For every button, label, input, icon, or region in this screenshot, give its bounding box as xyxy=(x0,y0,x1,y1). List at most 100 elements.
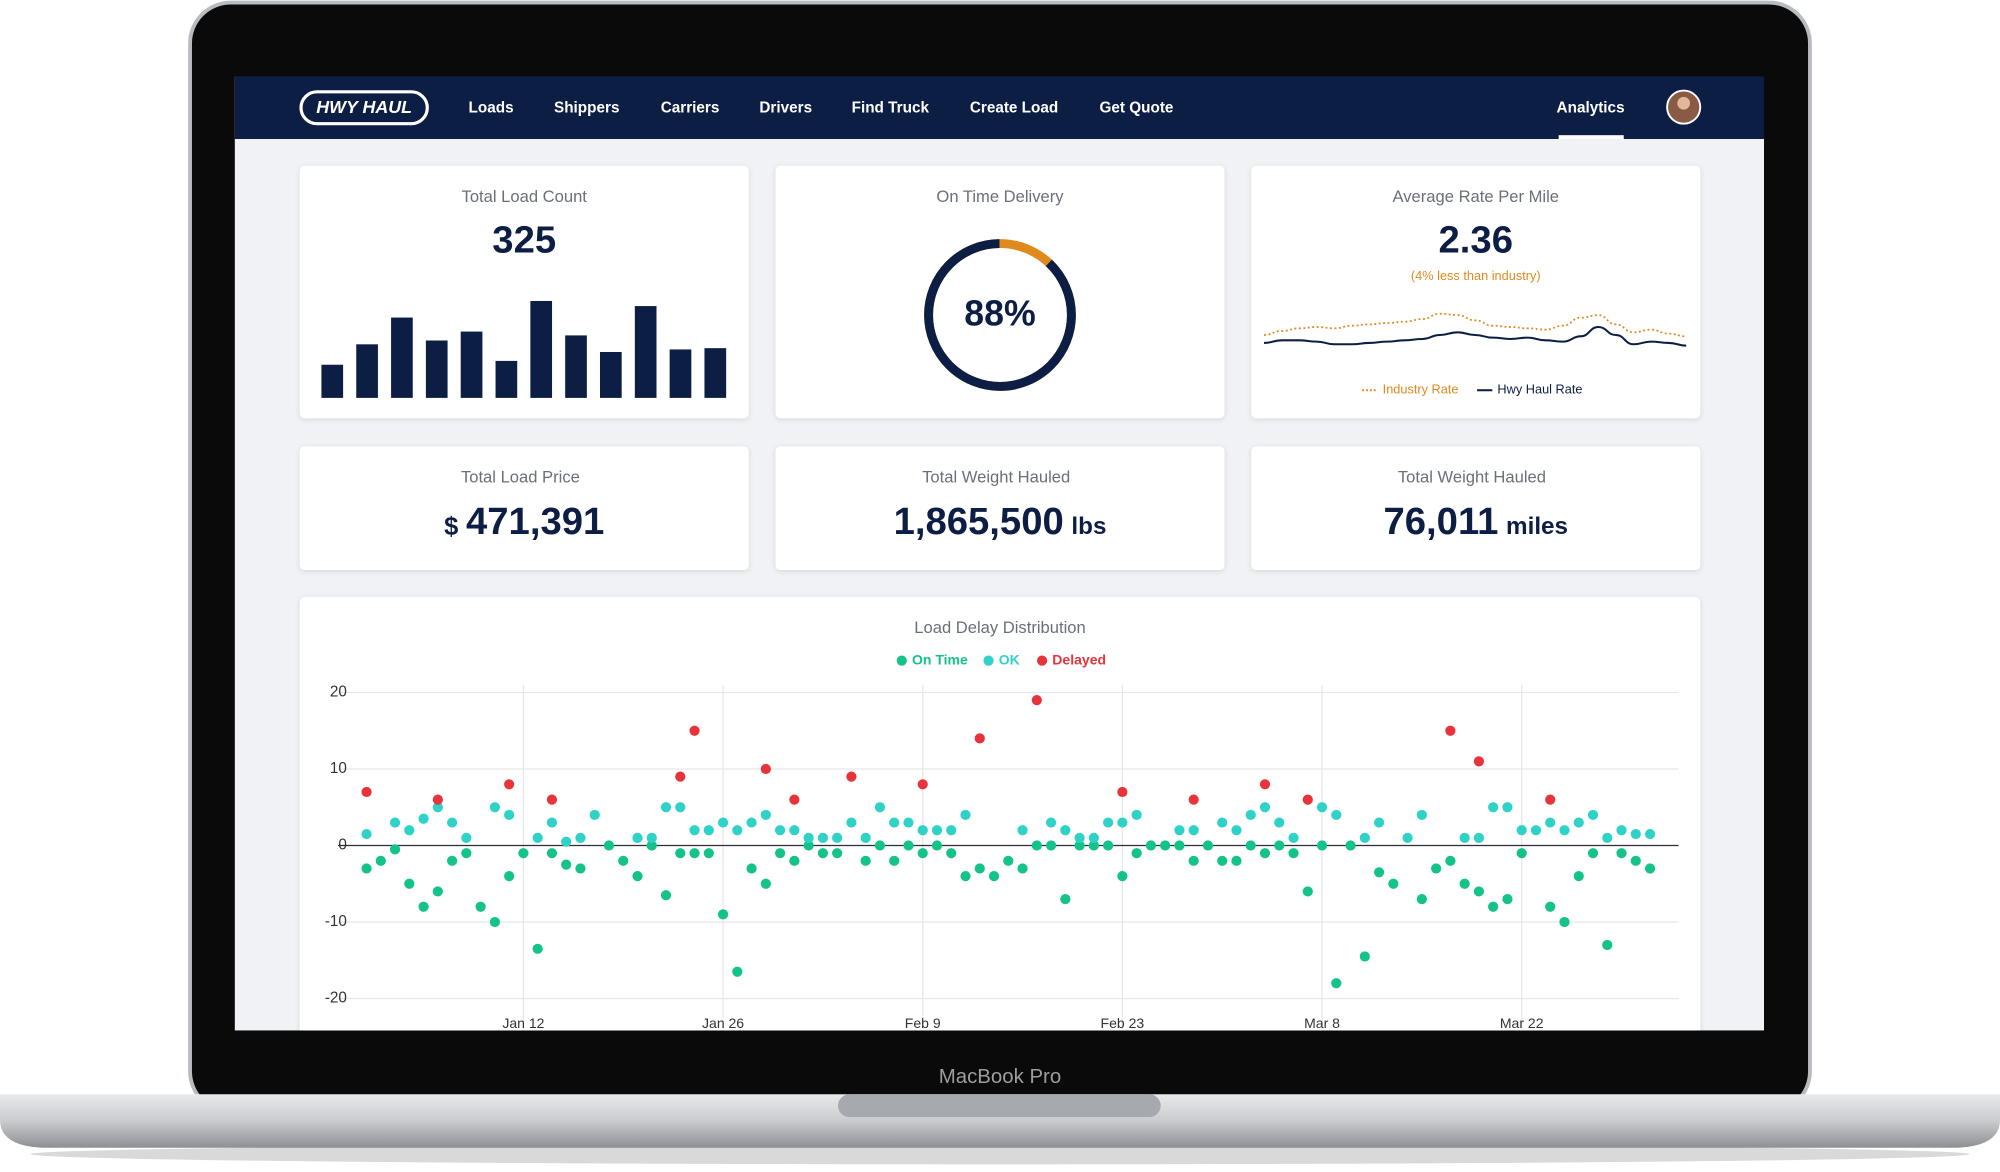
point xyxy=(361,828,372,840)
x-tick-label: Feb 23 xyxy=(1101,1015,1145,1031)
point xyxy=(746,863,757,874)
point xyxy=(1545,901,1556,912)
point xyxy=(1074,840,1085,851)
point xyxy=(1316,802,1328,813)
nav-item[interactable]: Get Quote xyxy=(1100,99,1174,116)
point xyxy=(703,825,714,836)
point xyxy=(1616,825,1627,836)
stat-unit: miles xyxy=(1506,513,1568,540)
point xyxy=(1473,886,1485,897)
point xyxy=(1145,840,1157,851)
point xyxy=(789,794,800,805)
point xyxy=(504,871,515,882)
point xyxy=(917,779,928,790)
point xyxy=(1088,832,1099,843)
logo[interactable]: HWY HAUL xyxy=(299,90,429,126)
point xyxy=(846,771,857,782)
point xyxy=(432,886,443,897)
point xyxy=(561,836,572,847)
point xyxy=(1060,825,1071,836)
point xyxy=(561,859,572,870)
point xyxy=(1331,978,1342,989)
bar xyxy=(669,349,692,398)
point xyxy=(1445,855,1456,866)
point xyxy=(532,832,543,843)
x-tick-label: Jan 26 xyxy=(702,1015,744,1031)
point xyxy=(1473,832,1485,843)
point xyxy=(446,817,458,828)
point xyxy=(889,817,900,828)
point xyxy=(946,848,957,859)
bar xyxy=(530,300,553,398)
nav-item[interactable]: Loads xyxy=(469,99,514,116)
stat-title: Total Weight Hauled xyxy=(922,468,1070,487)
point xyxy=(1274,840,1285,851)
point xyxy=(1459,878,1470,889)
stat-value: $471,391 xyxy=(444,500,604,543)
point xyxy=(389,817,401,828)
point xyxy=(1488,802,1499,813)
nav-item[interactable]: Find Truck xyxy=(852,99,930,116)
stat-unit: lbs xyxy=(1071,513,1106,540)
stat-title: Total Weight Hauled xyxy=(1398,468,1546,487)
point xyxy=(1045,840,1057,851)
point xyxy=(1060,893,1071,905)
point xyxy=(432,794,443,805)
point xyxy=(446,855,458,866)
laptop-base xyxy=(0,1094,2000,1148)
stat-value: 76,011 miles xyxy=(1384,500,1568,543)
nav-item[interactable]: Create Load xyxy=(970,99,1058,116)
point xyxy=(1602,832,1613,843)
point xyxy=(1545,794,1556,805)
point xyxy=(960,809,971,821)
rate-line xyxy=(1264,325,1687,347)
nav-item[interactable]: Drivers xyxy=(759,99,812,116)
point xyxy=(1316,840,1328,851)
stat-number: 471,391 xyxy=(466,500,604,543)
stat-number: 1,865,500 xyxy=(894,500,1064,543)
screen: HWY HAUL Loads Shippers Carriers Drivers Fin… xyxy=(234,76,1765,1031)
point xyxy=(1031,695,1042,706)
donut-label: 88% xyxy=(964,294,1035,334)
point xyxy=(504,779,515,790)
device-label: MacBook Pro xyxy=(939,1066,1061,1088)
nav-item[interactable]: Shippers xyxy=(554,99,619,116)
point xyxy=(1573,817,1584,828)
point xyxy=(1388,878,1399,889)
point xyxy=(689,825,700,836)
point xyxy=(703,848,714,859)
point xyxy=(632,871,643,882)
point xyxy=(504,809,515,821)
stat-title: Total Load Count xyxy=(462,187,588,206)
point xyxy=(803,832,814,843)
bar xyxy=(321,364,344,398)
point xyxy=(1630,828,1641,840)
point xyxy=(1516,848,1527,859)
card xyxy=(1251,446,1701,571)
bar xyxy=(565,335,587,398)
point xyxy=(1516,825,1527,836)
point xyxy=(1416,809,1427,821)
point xyxy=(1245,840,1256,851)
point xyxy=(1616,848,1627,859)
point xyxy=(903,817,914,828)
point xyxy=(775,848,786,859)
point xyxy=(1288,832,1299,843)
point xyxy=(518,848,529,859)
point xyxy=(404,878,415,889)
nav-active[interactable]: Analytics xyxy=(1557,99,1625,116)
point xyxy=(846,817,857,828)
point xyxy=(1644,863,1656,874)
point xyxy=(1431,863,1442,874)
point xyxy=(418,813,429,824)
point xyxy=(1416,893,1427,905)
point xyxy=(1573,871,1584,882)
nav-item[interactable]: Carriers xyxy=(661,99,720,116)
point xyxy=(660,890,672,901)
donut-arc xyxy=(924,239,1076,391)
point xyxy=(546,794,558,805)
point xyxy=(1630,855,1641,866)
point xyxy=(1402,832,1413,843)
point xyxy=(874,840,886,851)
point xyxy=(375,855,386,866)
